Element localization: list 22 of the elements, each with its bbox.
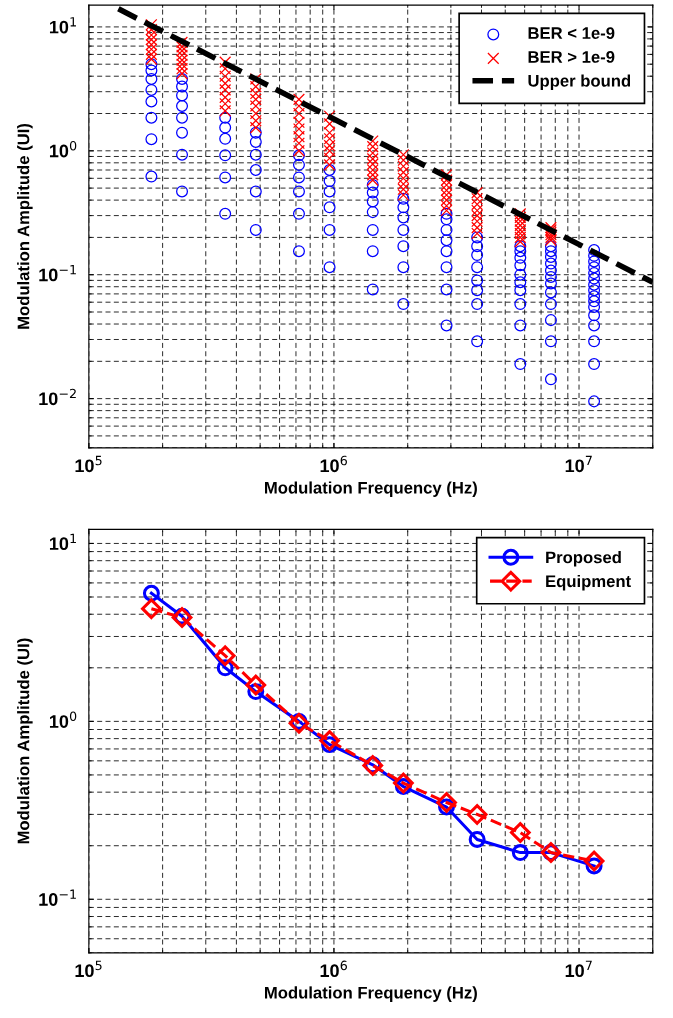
x-axis-title: Modulation Frequency (Hz): [265, 986, 477, 1002]
x-tick-label: 10$^{5}$: [75, 455, 102, 473]
y-tick-label: 10$^{1}$: [49, 533, 76, 551]
legend-label: Upper bound: [528, 74, 631, 91]
legend-label: BER < 1e-9: [528, 27, 615, 39]
x-tick-label: 10$^{7}$: [565, 455, 592, 473]
y-tick-label: 10$^{−1}$: [39, 265, 76, 282]
x-tick-label: 10$^{5}$: [75, 960, 102, 978]
y-tick-label: 10$^{0}$: [49, 140, 77, 158]
y-tick-label: 10$^{−1}$: [39, 889, 76, 906]
y-tick-label: 10$^{−2}$: [39, 388, 76, 406]
y-axis-title: Modulation Amplitude (UI): [17, 123, 33, 329]
legend-label: Equipment: [546, 574, 631, 591]
y-tick-label: 10$^{0}$: [49, 711, 77, 728]
legend-label: BER > 1e-9: [528, 51, 615, 63]
x-axis-title: Modulation Frequency (Hz): [265, 481, 477, 497]
x-tick-label: 10$^{6}$: [320, 960, 347, 978]
legend-label: Proposed: [546, 551, 621, 567]
y-axis-title: Modulation Amplitude (UI): [17, 638, 33, 844]
x-tick-label: 10$^{6}$: [320, 455, 347, 473]
x-tick-label: 10$^{7}$: [565, 960, 592, 978]
y-tick-label: 10$^{1}$: [49, 17, 76, 34]
